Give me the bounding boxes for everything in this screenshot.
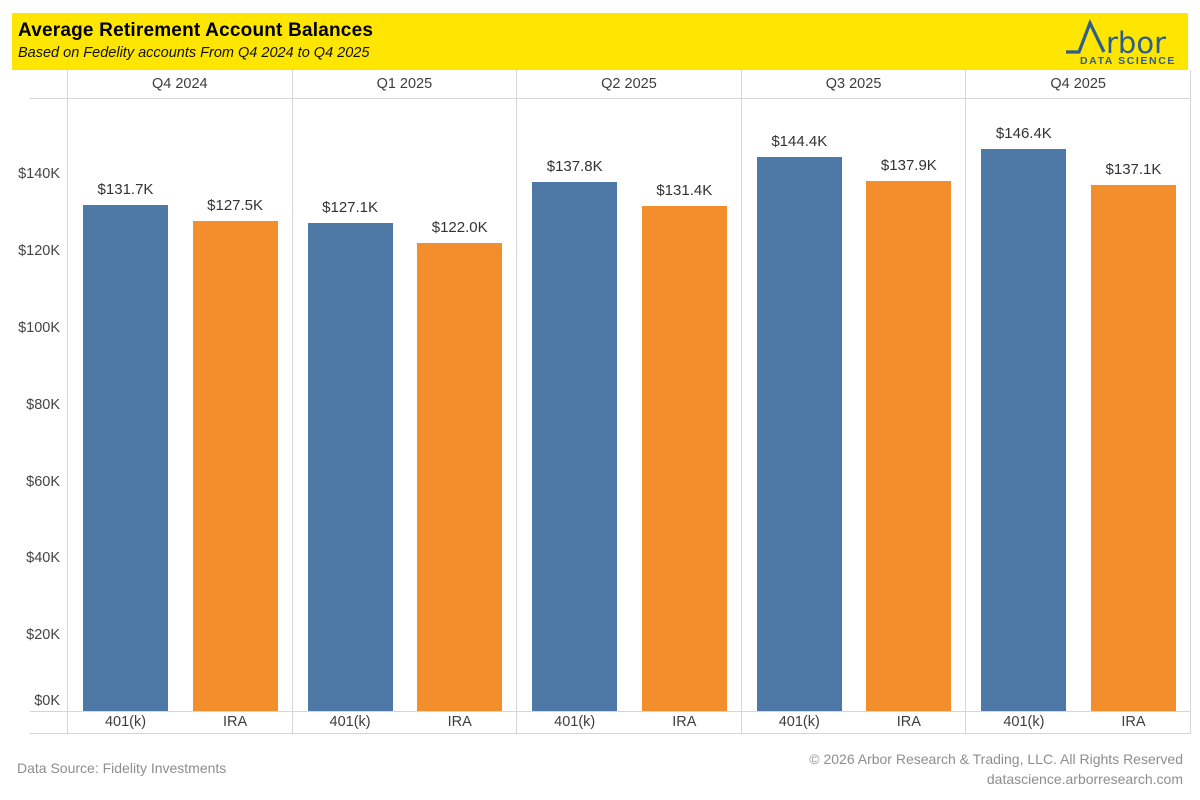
bar-ira-q4-2025[interactable] (1090, 184, 1176, 711)
copyright-text: © 2026 Arbor Research & Trading, LLC. Al… (809, 751, 1183, 767)
y-tick-label: $120K (18, 243, 60, 260)
title-banner: Average Retirement Account Balances Base… (12, 13, 1188, 70)
logo-tagline: DATA SCIENCE (1079, 55, 1176, 67)
category-label: IRA (223, 714, 248, 730)
bar-chart: $0K $20K $40K $60K $80K $100K $120K $140K Q4 20… (0, 70, 1200, 734)
y-tick-label: $40K (26, 550, 60, 567)
y-tick-label: $140K (18, 166, 60, 183)
bar-ira-q2-2025[interactable] (641, 206, 727, 711)
bar-value-label: $122.0K (431, 218, 488, 236)
category-label: 401(k) (554, 714, 596, 730)
y-tick-label: $100K (18, 320, 60, 336)
category-label: 401(k) (778, 714, 820, 730)
panel-header: Q1 2025 (376, 76, 433, 92)
category-label: 401(k) (1003, 714, 1045, 730)
y-axis: $0K $20K $40K $60K $80K $100K $120K $140K (0, 70, 60, 711)
bar-401k-q4-2025[interactable] (981, 148, 1067, 711)
bar-value-label: $137.1K (1105, 160, 1162, 178)
category-label: 401(k) (329, 714, 371, 730)
panel-q1-2025: Q1 2025 $127.1K 401(k) $122.0K IRA (293, 70, 518, 733)
copyright-block: © 2026 Arbor Research & Trading, LLC. Al… (809, 749, 1183, 789)
chart-panels: Q4 2024 $131.7K 401(k) $127.5K IRA Q1 2025 $12… (67, 70, 1191, 733)
chart-title: Average Retirement Account Balances (18, 20, 374, 41)
website-text: datascience.arborresearch.com (986, 771, 1183, 787)
panel-header: Q2 2025 (601, 76, 657, 92)
panel-q4-2024: Q4 2024 $131.7K 401(k) $127.5K IRA (68, 70, 293, 733)
bar-value-label: $131.4K (656, 182, 713, 200)
bar-value-label: $127.1K (322, 198, 379, 216)
bar-401k-q1-2025[interactable] (307, 222, 393, 711)
panel-q3-2025: Q3 2025 $144.4K 401(k) $137.9K IRA (742, 70, 967, 733)
category-label: IRA (896, 714, 921, 730)
bar-ira-q3-2025[interactable] (866, 181, 952, 711)
y-tick-label: $20K (26, 627, 60, 644)
y-tick-label: $80K (26, 396, 60, 413)
bar-value-label: $144.4K (771, 132, 828, 150)
chart-bottom-border (30, 733, 1191, 734)
bar-value-label: $137.8K (546, 157, 603, 175)
bar-value-label: $137.9K (880, 157, 937, 175)
category-label: IRA (672, 714, 697, 730)
header-divider-line (30, 98, 1191, 99)
logo-wordmark: rbor (1106, 26, 1166, 57)
category-label: IRA (1121, 714, 1146, 730)
bar-value-label: $146.4K (995, 124, 1052, 142)
y-tick-label: $0K (34, 693, 60, 709)
bar-value-label: $127.5K (207, 197, 264, 215)
arbor-tree-icon: rbor (1066, 19, 1166, 57)
panel-q4-2025: Q4 2025 $146.4K 401(k) $137.1K IRA (966, 70, 1191, 733)
bar-value-label: $131.7K (97, 181, 154, 199)
category-label: IRA (447, 714, 472, 730)
bar-401k-q3-2025[interactable] (756, 156, 842, 711)
panel-q2-2025: Q2 2025 $137.8K 401(k) $131.4K IRA (517, 70, 742, 733)
x-axis-line (30, 711, 1191, 712)
bar-401k-q2-2025[interactable] (532, 181, 618, 711)
bar-ira-q1-2025[interactable] (417, 242, 503, 711)
y-tick-label: $60K (26, 473, 60, 490)
arbor-logo: rbor DATA SCIENCE (1058, 19, 1176, 67)
data-source-note: Data Source: Fidelity Investments (17, 760, 227, 776)
panel-header: Q3 2025 (825, 76, 882, 92)
panel-header: Q4 2024 (151, 76, 208, 92)
panel-header: Q4 2025 (1050, 76, 1106, 92)
category-label: 401(k) (104, 714, 147, 730)
chart-subtitle: Based on Fedelity accounts From Q4 2024 … (18, 45, 370, 61)
bar-ira-q4-2024[interactable] (192, 221, 278, 711)
bar-401k-q4-2024[interactable] (83, 205, 168, 711)
